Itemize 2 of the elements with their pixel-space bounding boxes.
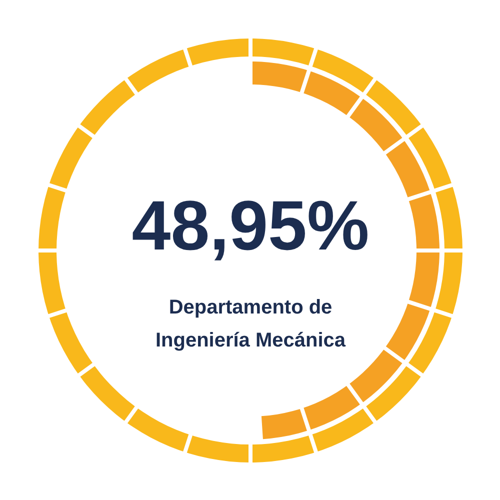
text: Departamento de Ingeniería Mecánica bbox=[155, 296, 346, 352]
data-label: 48,95% bbox=[132, 186, 370, 264]
